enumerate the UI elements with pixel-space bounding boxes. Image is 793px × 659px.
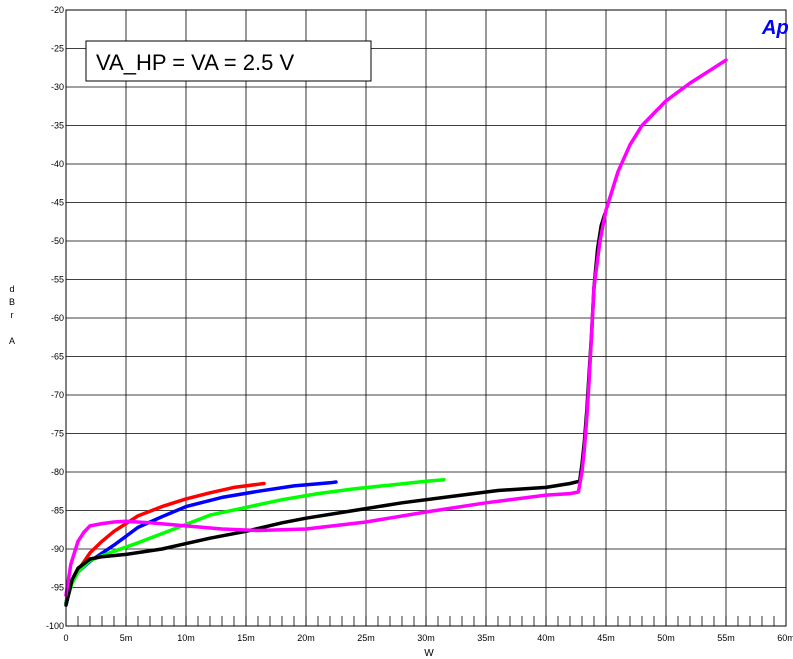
x-tick-label: 45m xyxy=(597,633,615,643)
y-tick-label: -85 xyxy=(51,506,64,516)
series-layer xyxy=(64,58,728,607)
grid xyxy=(65,9,787,627)
series-line-red xyxy=(64,481,266,605)
y-tick-label: -55 xyxy=(51,275,64,285)
y-tick-label: -20 xyxy=(51,5,64,15)
y-axis-label: dBr A xyxy=(9,284,15,346)
x-tick-label: 15m xyxy=(237,633,255,643)
y-tick-label: -95 xyxy=(51,583,64,593)
y-label-char: B xyxy=(9,297,15,307)
y-tick-label: -35 xyxy=(51,121,64,131)
y-tick-label: -80 xyxy=(51,467,64,477)
y-tick-label: -45 xyxy=(51,198,64,208)
annotation-text: VA_HP = VA = 2.5 V xyxy=(96,50,294,75)
x-axis-label: W xyxy=(424,648,434,659)
annotation-box xyxy=(85,40,372,82)
x-tick-label: 0 xyxy=(63,633,68,643)
x-minor-ticks xyxy=(65,616,787,626)
y-tick-label: -90 xyxy=(51,544,64,554)
series-line-magenta xyxy=(64,58,728,597)
series-line-blue xyxy=(64,480,338,605)
y-tick-label: -50 xyxy=(51,236,64,246)
x-tick-label: 20m xyxy=(297,633,315,643)
y-tick-label: -65 xyxy=(51,352,64,362)
y-tick-labels: -20 -25 -30 -35 -40 -45 -50 -55 -60 -65 -70 -75 -80 -… xyxy=(46,5,64,631)
y-label-char: r xyxy=(11,310,14,320)
y-tick-label: -40 xyxy=(51,159,64,169)
x-tick-label: 50m xyxy=(657,633,675,643)
y-label-char: A xyxy=(9,336,15,346)
x-tick-label: 5m xyxy=(120,633,133,643)
y-tick-label: -100 xyxy=(46,621,64,631)
x-tick-label: 60m xyxy=(777,633,793,643)
x-tick-label: 30m xyxy=(417,633,435,643)
x-tick-label: 25m xyxy=(357,633,375,643)
x-tick-labels: 0 5m 10m 15m 20m 25m 30m 35m 40m 45m 50m 55m 60m xyxy=(63,633,793,643)
y-tick-label: -60 xyxy=(51,313,64,323)
series-line-black xyxy=(64,212,607,607)
series-line-green xyxy=(64,477,446,605)
y-tick-label: -75 xyxy=(51,429,64,439)
y-tick-label: -25 xyxy=(51,44,64,54)
y-tick-label: -30 xyxy=(51,82,64,92)
y-label-char: d xyxy=(9,284,14,294)
x-tick-label: 35m xyxy=(477,633,495,643)
x-tick-label: 10m xyxy=(177,633,195,643)
x-tick-label: 55m xyxy=(717,633,735,643)
plot-frame xyxy=(65,9,787,627)
ap-logo: Ap xyxy=(761,17,789,39)
x-tick-label: 40m xyxy=(537,633,555,643)
y-tick-label: -70 xyxy=(51,390,64,400)
